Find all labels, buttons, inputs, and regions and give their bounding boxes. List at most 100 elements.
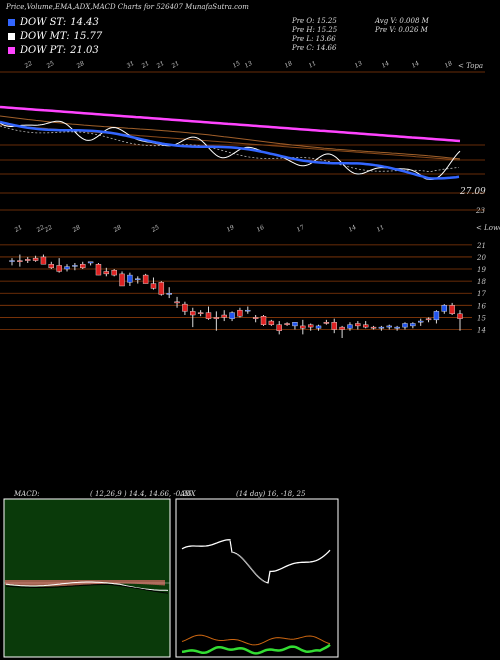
ema-lines xyxy=(0,105,461,180)
dow-mt-value: 15.77 xyxy=(73,31,103,42)
candle-body xyxy=(433,311,440,321)
candle-body xyxy=(150,283,157,289)
candle-body xyxy=(252,317,259,319)
candle-body xyxy=(300,325,306,329)
ohlc-close: Pre C: 14.66 xyxy=(292,44,337,52)
candlesticks xyxy=(9,254,463,338)
price-date-label: 22 xyxy=(43,224,54,234)
candle-body xyxy=(245,309,251,312)
ohlc-open: Pre O: 15.25 xyxy=(292,17,337,25)
legend-dow-pt: DOW PT: 21.03 xyxy=(8,45,99,56)
price-date-label: 21 xyxy=(13,224,24,234)
candle-body xyxy=(103,271,110,275)
price-date-label: 14 xyxy=(348,224,358,234)
macd-frame xyxy=(3,498,171,658)
candle-body xyxy=(378,326,385,329)
candle-body xyxy=(9,260,15,262)
ema-date-label: 22 xyxy=(23,60,34,70)
ema-panel-date-labels: 22 25 28 31 21 21 21 15 13 18 11 13 14 14 18 xyxy=(23,60,454,70)
candle-body xyxy=(229,312,235,319)
candle-body xyxy=(370,326,377,329)
dow-pt-value: 21.03 xyxy=(70,45,99,56)
candle-body xyxy=(213,317,220,319)
candle-body xyxy=(205,312,212,319)
candle-body xyxy=(457,313,463,319)
candle-body xyxy=(331,322,337,330)
ema-panel-grid xyxy=(0,71,485,211)
ema-date-label: 21 xyxy=(170,60,181,70)
adx-label: ADX xyxy=(180,490,196,498)
avg-volume: Avg V: 0.008 M xyxy=(375,17,429,25)
chart-title: Price,Volume,EMA,ADX,MACD Charts for 526… xyxy=(6,3,249,11)
price-date-label: 11 xyxy=(376,224,386,234)
price-tick-label: 21 xyxy=(476,242,486,250)
dow-pt-line xyxy=(0,105,461,143)
candle-body xyxy=(425,318,432,321)
candle-body xyxy=(441,305,447,312)
ema-date-label: 11 xyxy=(308,60,318,70)
ema-date-label: 18 xyxy=(444,60,454,70)
ohlc-high: Pre H: 15.25 xyxy=(292,26,338,34)
dow-mt-text: DOW MT: 15.77 xyxy=(20,31,102,42)
candle-body xyxy=(127,274,133,283)
dow-st-swatch xyxy=(8,19,15,26)
candle-body xyxy=(87,261,94,264)
legend-dow-mt: DOW MT: 15.77 xyxy=(8,31,102,42)
dow-mt-label: DOW MT: xyxy=(20,31,70,42)
price-date-label: 19 xyxy=(226,224,236,234)
candle-body xyxy=(64,266,70,270)
candle-body xyxy=(276,324,282,331)
ema-date-label: 15 xyxy=(232,60,242,70)
candle-body xyxy=(95,263,102,276)
ema-date-label: 13 xyxy=(244,60,254,70)
legend-dow-st: DOW ST: 14.43 xyxy=(8,17,99,28)
adx-line-shadow xyxy=(182,540,332,585)
ema-date-label: 14 xyxy=(381,60,391,70)
dow-pt-text: DOW PT: 21.03 xyxy=(20,45,99,56)
candle-body xyxy=(284,323,290,325)
ema-date-label: 13 xyxy=(354,60,364,70)
price-tick-label: 15 xyxy=(477,314,486,322)
price-date-label: 17 xyxy=(296,224,306,234)
candle-body xyxy=(394,326,400,329)
candle-body xyxy=(182,303,188,312)
ema-date-label: 21 xyxy=(140,60,151,70)
dow-mt-swatch xyxy=(8,33,15,40)
adx-params: (14 day) 16, -18, 25 xyxy=(236,490,306,498)
candle-body xyxy=(339,326,345,330)
candle-body xyxy=(40,256,47,265)
ema-dotted-line xyxy=(0,125,460,173)
candle-body xyxy=(197,312,204,315)
candle-body xyxy=(410,323,416,327)
candle-body xyxy=(402,323,408,328)
ohlc-low: Pre L: 13.66 xyxy=(292,35,336,43)
price-date-label: 22 xyxy=(35,224,46,234)
macd-line xyxy=(5,581,169,591)
price-tick-label: 18 xyxy=(477,278,486,286)
ema-last-tick: 23 xyxy=(476,207,485,215)
price-tick-label: 16 xyxy=(477,302,486,310)
macd-panel xyxy=(3,498,171,658)
adx-plus-di-line xyxy=(181,643,331,655)
candle-body xyxy=(135,278,141,280)
candle-body xyxy=(142,274,149,284)
price-date-label: 16 xyxy=(256,224,266,234)
last-ema-value: 27.09 xyxy=(460,187,486,197)
dow-pt-swatch xyxy=(8,47,15,54)
dow-st-line xyxy=(0,120,460,180)
candle-body xyxy=(292,322,298,327)
candle-body xyxy=(119,273,125,287)
candle-body xyxy=(268,320,275,325)
ema-date-label: 25 xyxy=(45,60,56,70)
candle-body xyxy=(166,293,172,295)
candle-body xyxy=(418,320,424,323)
ema-panel-right-label: < Topa xyxy=(458,62,484,70)
candle-body xyxy=(111,270,117,276)
price-tick-label: 14 xyxy=(477,327,486,335)
dow-st-label: DOW ST: xyxy=(20,17,67,28)
candle-body xyxy=(72,265,78,267)
candle-body xyxy=(80,263,86,269)
adx-panel xyxy=(175,498,339,658)
